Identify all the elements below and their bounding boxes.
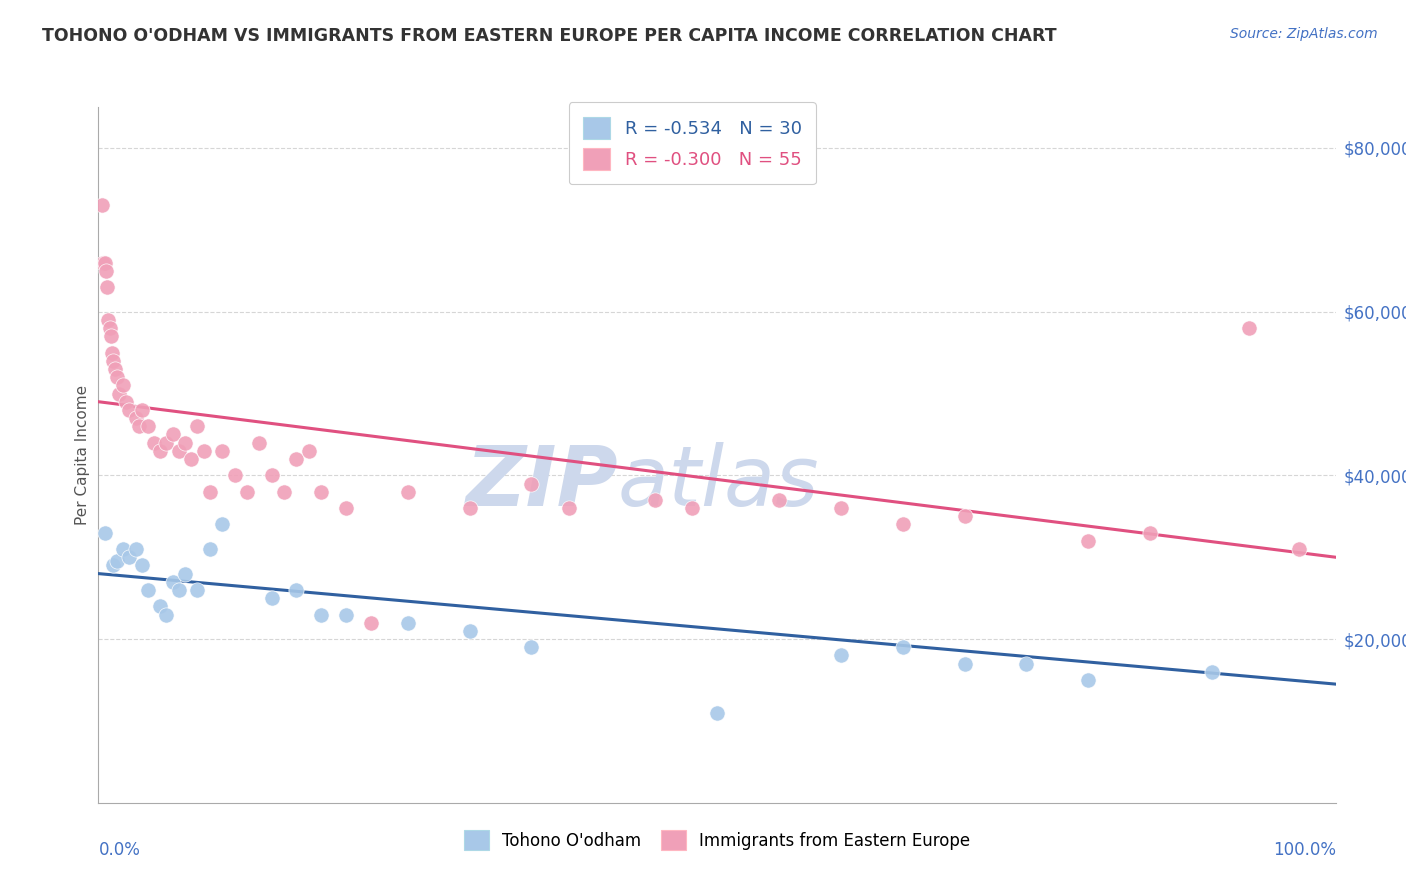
Point (108, 386, 131, 401)
Point (830, 648, 852, 663)
Point (149, 599, 172, 614)
Point (1237, 321, 1260, 335)
Point (557, 501, 579, 516)
Point (768, 492, 790, 507)
Point (103, 353, 125, 368)
Point (131, 558, 153, 573)
Point (124, 411, 146, 425)
Point (167, 582, 190, 597)
Point (211, 443, 233, 458)
Point (162, 574, 184, 589)
Point (124, 542, 146, 557)
Point (644, 492, 666, 507)
Point (98, 321, 121, 335)
Point (298, 443, 321, 458)
Y-axis label: Per Capita Income: Per Capita Income (75, 384, 90, 525)
Point (155, 607, 177, 622)
Point (93, 255, 115, 269)
Text: atlas: atlas (619, 442, 820, 524)
Point (167, 443, 190, 458)
Point (186, 419, 208, 434)
Point (830, 501, 852, 516)
Text: Source: ZipAtlas.com: Source: ZipAtlas.com (1230, 27, 1378, 41)
Point (100, 329, 122, 343)
Point (93, 525, 115, 540)
Point (93, 255, 115, 269)
Point (260, 468, 283, 483)
Point (94, 264, 117, 278)
Point (143, 435, 166, 450)
Text: ZIP: ZIP (465, 442, 619, 524)
Point (96, 280, 118, 294)
Point (198, 484, 221, 499)
Point (1077, 673, 1099, 687)
Point (193, 443, 215, 458)
Point (97, 313, 120, 327)
Point (360, 615, 382, 630)
Text: TOHONO O'ODHAM VS IMMIGRANTS FROM EASTERN EUROPE PER CAPITA INCOME CORRELATION C: TOHONO O'ODHAM VS IMMIGRANTS FROM EASTER… (42, 27, 1057, 45)
Point (174, 566, 197, 581)
Point (1288, 542, 1310, 557)
Point (681, 501, 703, 516)
Point (211, 517, 233, 532)
Point (1077, 533, 1099, 548)
Point (1201, 665, 1223, 679)
Point (335, 607, 357, 622)
Point (396, 484, 419, 499)
Point (114, 394, 136, 409)
Point (396, 615, 419, 630)
Legend: Tohono O'odham, Immigrants from Eastern Europe: Tohono O'odham, Immigrants from Eastern … (457, 823, 977, 857)
Point (260, 591, 283, 606)
Point (136, 419, 159, 434)
Point (285, 582, 308, 597)
Point (105, 370, 128, 384)
Point (224, 468, 246, 483)
Point (285, 452, 308, 467)
Text: 0.0%: 0.0% (98, 841, 141, 859)
Point (891, 640, 914, 655)
Point (309, 607, 332, 622)
Point (101, 345, 124, 359)
Point (198, 542, 221, 557)
Point (105, 554, 128, 568)
Point (112, 542, 135, 557)
Point (149, 443, 172, 458)
Point (520, 640, 543, 655)
Point (186, 582, 208, 597)
Point (103, 362, 125, 376)
Point (247, 435, 270, 450)
Point (131, 403, 153, 417)
Point (103, 558, 125, 573)
Point (335, 501, 357, 516)
Point (953, 509, 976, 524)
Point (458, 501, 481, 516)
Point (112, 378, 135, 392)
Point (155, 435, 177, 450)
Text: 100.0%: 100.0% (1272, 841, 1336, 859)
Point (91, 198, 114, 212)
Point (458, 624, 481, 638)
Point (273, 484, 295, 499)
Point (118, 403, 141, 417)
Point (174, 435, 197, 450)
Point (136, 582, 159, 597)
Point (128, 419, 150, 434)
Point (706, 706, 728, 720)
Point (1015, 657, 1038, 671)
Point (1139, 525, 1161, 540)
Point (309, 484, 332, 499)
Point (520, 476, 543, 491)
Point (118, 550, 141, 565)
Point (891, 517, 914, 532)
Point (180, 452, 202, 467)
Point (236, 484, 259, 499)
Point (953, 657, 976, 671)
Point (162, 427, 184, 442)
